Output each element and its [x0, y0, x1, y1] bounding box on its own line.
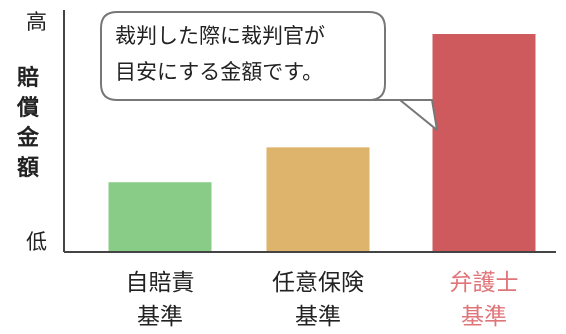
bar: [432, 34, 536, 252]
y-tick-high: 高: [26, 10, 47, 34]
annotation-text-line: 目安にする金額です。: [115, 60, 324, 84]
x-tick-label-line: 基準: [137, 304, 183, 330]
y-tick-low: 低: [26, 230, 47, 254]
x-tick-label-line: 基準: [295, 304, 341, 330]
x-tick-label: 自賠責 基準: [85, 266, 235, 334]
y-axis-label-char: 額: [16, 156, 39, 181]
bar: [266, 147, 370, 252]
callout-bubble-shape: [100, 11, 438, 131]
x-tick-label-line: 弁護士: [449, 270, 519, 296]
annotation-callout: 裁判した際に裁判官が 目安にする金額です。: [101, 10, 383, 100]
y-axis-label-char: 賠: [16, 66, 39, 91]
y-axis-label-char: 金: [16, 126, 39, 151]
x-tick-label-line: 基準: [461, 304, 507, 330]
x-tick-label: 任意保険 基準: [243, 266, 393, 334]
x-tick-label-line: 任意保険: [272, 270, 364, 296]
x-tick-label: 弁護士 基準: [409, 266, 559, 334]
y-axis-label-char: 償: [16, 96, 39, 121]
x-tick-label-line: 自賠責: [125, 270, 195, 296]
y-axis-label: 賠 償 金 額: [14, 64, 42, 184]
annotation-text-line: 裁判した際に裁判官が: [115, 24, 325, 48]
bar: [108, 182, 212, 252]
